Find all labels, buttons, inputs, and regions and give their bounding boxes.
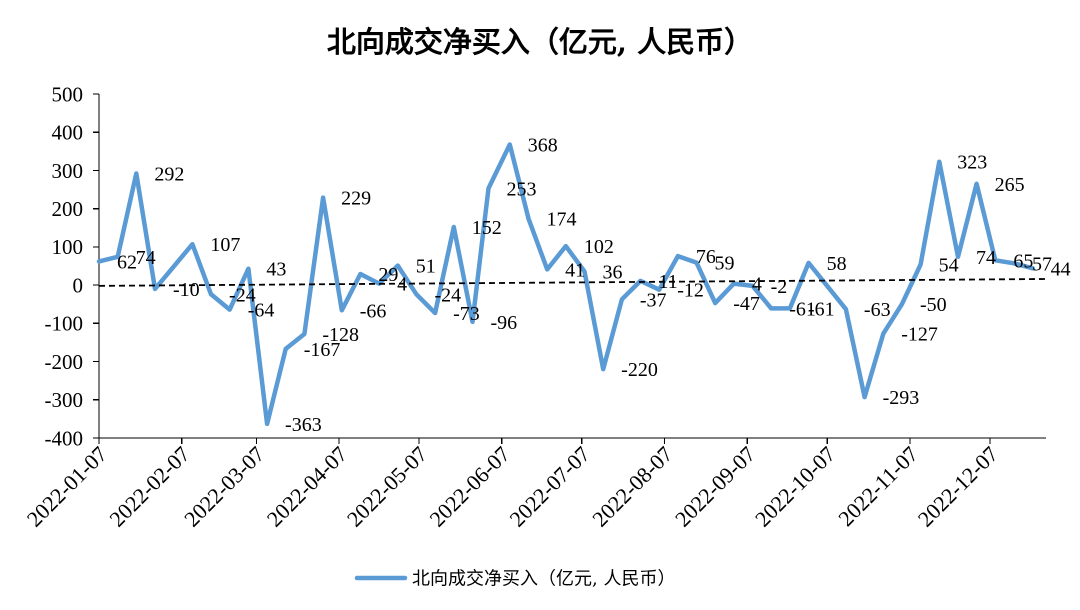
legend-label: 北向成交净买入（亿元, 人民币） — [412, 568, 675, 589]
data-label: -50 — [920, 294, 947, 316]
data-label: -96 — [490, 312, 517, 334]
data-label: -61 — [808, 298, 835, 320]
x-tick-label: 2022-11-07 — [833, 441, 923, 531]
data-label: 65 — [1013, 250, 1033, 272]
data-label: -128 — [322, 324, 359, 346]
data-labels: 6274292-10107-24-6443-363-167-128229-662… — [117, 134, 1071, 435]
data-label: 58 — [827, 253, 847, 275]
data-label: -127 — [901, 324, 938, 346]
data-label: -73 — [453, 303, 480, 325]
data-label: 4 — [752, 274, 762, 296]
data-label: 253 — [506, 178, 536, 200]
data-label: 107 — [210, 234, 240, 256]
x-tick-label: 2022-09-07 — [670, 441, 760, 531]
x-tick-label: 2022-12-07 — [913, 441, 1003, 531]
trend-line — [98, 278, 1047, 287]
data-label: -2 — [771, 276, 788, 298]
data-label: -10 — [173, 279, 200, 301]
y-tick-label: -300 — [45, 388, 84, 412]
series-group — [96, 142, 1047, 427]
data-label: 74 — [976, 247, 996, 269]
y-tick-label: 100 — [52, 235, 84, 259]
data-label: 102 — [584, 236, 614, 258]
data-label: 323 — [957, 152, 987, 174]
x-tick-label: 2022-06-07 — [425, 441, 515, 531]
x-axis-ticks: 2022-01-072022-02-072022-03-072022-04-07… — [22, 438, 1003, 532]
data-label: 152 — [472, 217, 502, 239]
data-label: 51 — [416, 256, 436, 278]
data-label: -167 — [304, 339, 341, 361]
data-label: 59 — [715, 253, 735, 275]
x-tick-label: 2022-02-07 — [104, 441, 194, 531]
x-tick-label: 2022-01-07 — [22, 441, 112, 531]
y-tick-label: 500 — [52, 82, 84, 106]
data-label: 62 — [117, 251, 137, 273]
chart-title: 北向成交净买入（亿元, 人民币） — [327, 25, 753, 59]
y-axis-ticks: 500 400 300 200 100 0 -100 -200 -300 -400 — [45, 82, 99, 450]
data-label: -66 — [360, 300, 387, 322]
y-tick-label: 0 — [73, 273, 84, 297]
data-label: 174 — [546, 209, 576, 231]
x-tick-label: 2022-10-07 — [750, 441, 840, 531]
data-label: -12 — [677, 280, 704, 302]
data-label: 29 — [378, 264, 398, 286]
x-tick-label: 2022-07-07 — [505, 441, 595, 531]
y-tick-label: -100 — [45, 312, 84, 336]
y-tick-label: 400 — [52, 121, 84, 145]
data-label: 44 — [1051, 258, 1071, 280]
data-label: -363 — [285, 414, 322, 436]
data-label: 57 — [1032, 253, 1052, 275]
data-label: -64 — [248, 300, 275, 322]
data-label: -61 — [789, 298, 816, 320]
data-label: 265 — [995, 174, 1025, 196]
data-label: 229 — [341, 188, 371, 210]
y-tick-label: 200 — [52, 197, 84, 221]
y-tick-label: -200 — [45, 350, 84, 374]
y-tick-label: 300 — [52, 159, 84, 183]
x-tick-label: 2022-03-07 — [179, 441, 269, 531]
data-label: 4 — [397, 274, 407, 296]
data-label: 76 — [696, 246, 716, 268]
x-tick-label: 2022-08-07 — [587, 441, 677, 531]
data-label: -47 — [733, 293, 760, 315]
data-label: 11 — [659, 271, 678, 293]
data-label: 43 — [266, 259, 286, 281]
series-line — [96, 142, 1035, 427]
data-label: 54 — [939, 254, 959, 276]
data-label: 74 — [136, 247, 156, 269]
legend: 北向成交净买入（亿元, 人民币） — [354, 568, 675, 589]
data-label: 368 — [528, 134, 558, 156]
data-label: 41 — [565, 259, 585, 281]
data-label: -24 — [229, 284, 256, 306]
data-label: 292 — [154, 164, 184, 186]
x-tick-label: 2022-04-07 — [262, 441, 352, 531]
data-label: -293 — [883, 387, 920, 409]
data-label: -37 — [640, 289, 667, 311]
data-label: -220 — [621, 359, 658, 381]
data-label: -24 — [434, 284, 461, 306]
data-label: 36 — [603, 261, 623, 283]
y-tick-label: -400 — [45, 426, 84, 450]
data-label: -63 — [864, 299, 891, 321]
x-tick-label: 2022-05-07 — [342, 441, 432, 531]
